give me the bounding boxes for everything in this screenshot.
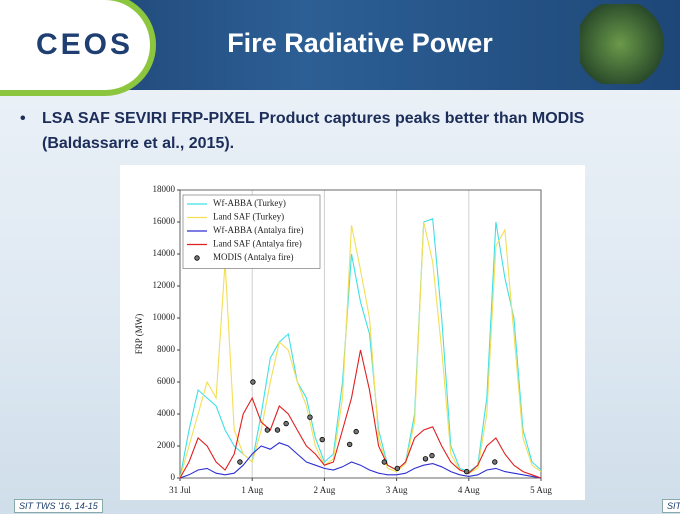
y-tick-label: 0: [171, 472, 176, 482]
logo: CEOS: [0, 0, 150, 90]
y-tick-label: 4000: [157, 408, 176, 418]
series-line: [179, 221, 542, 479]
legend-box: [182, 194, 321, 269]
legend-label: Wf-ABBA (Antalya fire): [213, 225, 303, 235]
globe-image: [580, 4, 680, 84]
scatter-point: [307, 414, 313, 420]
scatter-point: [264, 427, 271, 433]
scatter-point: [429, 452, 435, 459]
logo-text: CEOS: [36, 28, 134, 61]
y-tick-label: 10000: [153, 312, 176, 322]
plot-frame: [179, 189, 542, 479]
scatter-point: [353, 428, 359, 435]
y-tick-label: 6000: [157, 376, 176, 386]
scatter-point: [250, 379, 256, 385]
slide-title: Fire Radiative Power: [227, 28, 493, 58]
legend-label: Land SAF (Antalya fire): [213, 239, 302, 249]
legend-label: MODIS (Antalya fire): [213, 252, 293, 262]
y-tick-label: 2000: [157, 440, 176, 450]
scatter-point: [463, 468, 470, 475]
y-tick-label: 16000: [153, 216, 176, 226]
scatter-point: [381, 459, 388, 465]
y-tick-label: 14000: [153, 248, 176, 258]
x-tick-label: 3 Aug: [386, 485, 408, 495]
bullet-text: LSA SAF SEVIRI FRP-PIXEL Product capture…: [42, 110, 585, 152]
scatter-point: [422, 456, 429, 462]
x-tick-label: 2 Aug: [314, 485, 336, 495]
series-line: [179, 349, 542, 479]
scatter-point: [237, 459, 243, 465]
scatter-point: [283, 420, 289, 427]
x-tick-label: 4 Aug: [458, 485, 480, 495]
legend-label: Land SAF (Turkey): [213, 212, 284, 222]
x-tick-label: 31 Jul: [169, 485, 191, 495]
header: CEOS Fire Radiative Power: [0, 0, 680, 90]
scatter-point: [394, 465, 401, 472]
series-line: [179, 218, 542, 479]
scatter-point: [274, 427, 281, 433]
y-tick-label: 12000: [153, 280, 176, 290]
scatter-point: [319, 436, 325, 443]
scatter-point: [346, 441, 353, 448]
footer: SIT TWS '16, 14-15: [14, 499, 103, 513]
scatter-point: [492, 459, 498, 465]
bullet-dot: •: [20, 110, 26, 127]
x-tick-label: 5 Aug: [530, 485, 552, 495]
y-tick-label: 18000: [153, 184, 176, 194]
footer: SIT: [662, 499, 680, 513]
y-axis-label: FRP (MW): [134, 314, 144, 354]
legend-label: Wf-ABBA (Turkey): [213, 198, 286, 208]
y-tick-label: 8000: [157, 344, 176, 354]
legend-marker: [194, 255, 200, 261]
series-line: [179, 442, 542, 479]
x-tick-label: 1 Aug: [241, 485, 263, 495]
